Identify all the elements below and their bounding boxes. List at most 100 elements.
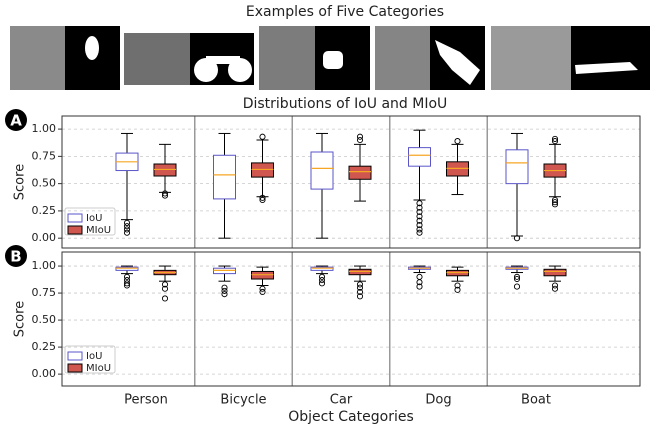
mask-shape: [575, 62, 638, 74]
outlier: [161, 190, 169, 197]
legend-swatch: [67, 225, 83, 235]
outlier: [416, 217, 423, 224]
box: [543, 268, 567, 277]
y-tick-label: 0.50: [32, 313, 57, 326]
outlier: [416, 222, 423, 229]
outlier: [259, 196, 266, 204]
mask-shape: [85, 36, 99, 60]
outlier: [123, 280, 131, 287]
y-tick-label: 0.75: [32, 149, 57, 162]
photo: [10, 26, 65, 90]
outlier: [221, 291, 228, 298]
x-tick-label: Person: [124, 393, 168, 408]
outlier: [259, 288, 266, 296]
outlier: [513, 275, 521, 283]
outlier: [161, 281, 169, 288]
y-tick-label: 1.00: [32, 122, 57, 135]
outlier: [161, 285, 169, 292]
plot-frame: [61, 251, 641, 387]
box: [505, 149, 529, 185]
outlier: [454, 286, 461, 293]
outlier: [513, 235, 521, 242]
outlier: [416, 213, 423, 220]
y-tick-label: 0.00: [32, 367, 57, 380]
y-tick-label: 0.75: [32, 286, 57, 299]
legend-label: IoU: [86, 213, 102, 224]
outlier: [259, 194, 266, 201]
outlier: [454, 138, 461, 145]
outlier: [123, 229, 131, 236]
outlier: [513, 283, 521, 290]
outlier: [416, 279, 423, 286]
x-tick-label: Dog: [425, 393, 451, 408]
outlier: [551, 282, 559, 289]
outlier: [356, 281, 364, 288]
mask-shape: [206, 56, 240, 64]
y-axis-label: Score: [13, 164, 28, 200]
photo: [491, 26, 571, 90]
legend-label: IoU: [86, 351, 102, 362]
legend-label: MIoU: [86, 363, 111, 374]
outlier: [551, 196, 559, 204]
outlier: [259, 133, 266, 140]
legend-swatch: [67, 363, 83, 373]
photo: [375, 26, 430, 90]
mask: [571, 26, 650, 90]
outlier: [416, 208, 423, 216]
outlier: [123, 273, 131, 280]
outlier: [551, 199, 559, 206]
box: [348, 165, 372, 180]
panel-title: Distributions of IoU and MIoU: [243, 96, 448, 112]
y-axis-label: Score: [13, 301, 28, 337]
outlier: [416, 283, 423, 290]
y-tick-label: 0.00: [32, 231, 57, 244]
outlier: [318, 277, 326, 284]
outlier: [221, 287, 228, 294]
outlier: [551, 201, 559, 208]
x-tick-label: Boat: [521, 393, 551, 408]
y-tick-label: 0.25: [32, 204, 57, 217]
legend-frame: [64, 207, 116, 236]
mask-shape: [435, 40, 480, 85]
outlier: [221, 284, 228, 291]
box: [213, 154, 236, 200]
panel-label: A: [10, 112, 22, 130]
legend-swatch: [67, 213, 83, 223]
outlier: [356, 293, 364, 300]
outlier: [416, 229, 423, 236]
outlier: [123, 226, 131, 233]
outlier: [318, 280, 326, 287]
outlier: [161, 295, 169, 302]
outlier: [416, 226, 423, 233]
outlier: [416, 200, 423, 207]
panel-badge: [5, 245, 27, 267]
outlier: [416, 204, 423, 211]
outlier: [454, 282, 461, 289]
mask-shape: [323, 51, 343, 69]
panel-badge: [5, 109, 27, 131]
panel-label: B: [10, 248, 21, 266]
x-tick-label: Car: [330, 393, 353, 408]
outlier: [123, 223, 131, 230]
legend-frame: [64, 345, 116, 374]
outlier: [356, 284, 364, 291]
outlier: [356, 133, 364, 140]
photo: [259, 26, 315, 90]
outlier: [551, 285, 559, 292]
y-tick-label: 0.50: [32, 177, 57, 190]
x-tick-label: Bicycle: [220, 393, 266, 408]
outlier: [551, 135, 559, 142]
plot-frame: [61, 115, 641, 249]
outlier: [123, 219, 131, 226]
legend-label: MIoU: [86, 225, 111, 236]
header-title: Examples of Five Categories: [246, 4, 444, 20]
outlier: [356, 288, 364, 296]
outlier: [551, 138, 559, 145]
legend-swatch: [67, 351, 83, 361]
y-tick-label: 1.00: [32, 259, 57, 272]
outlier: [416, 273, 423, 280]
example-images: [10, 26, 650, 90]
box: [310, 151, 334, 190]
box: [408, 147, 431, 167]
